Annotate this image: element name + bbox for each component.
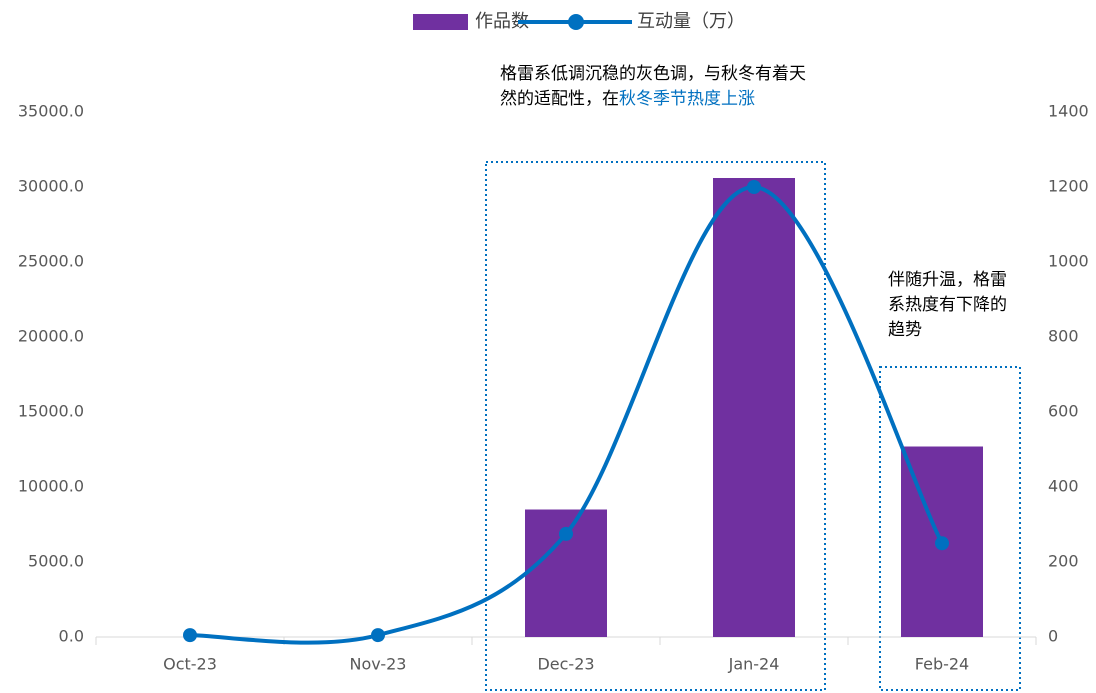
y2-tick-label: 1200 (1048, 177, 1089, 196)
line (189, 184, 944, 645)
y-tick-label: 20000.0 (18, 327, 84, 346)
y-tick-label: 30000.0 (18, 177, 84, 196)
y-tick-label: 25000.0 (18, 252, 84, 271)
y-tick-label: 35000.0 (18, 102, 84, 121)
annotation: 伴随升温，格雷系热度有下降的趋势 (888, 268, 1016, 343)
highlight-box (879, 366, 1021, 691)
legend-swatch (413, 14, 468, 30)
y2-tick-label: 200 (1048, 552, 1079, 571)
x-tick-label: Feb-24 (915, 655, 969, 674)
y2-tick-label: 0 (1048, 627, 1058, 646)
y2-tick-label: 600 (1048, 402, 1079, 421)
highlight-box (485, 161, 826, 691)
x-tick-label: Nov-23 (350, 655, 407, 674)
x-tick-label: Dec-23 (537, 655, 594, 674)
annotation-text: 格雷系低调沉稳的灰色调，与秋冬有着天然的适配性，在 (500, 64, 806, 109)
annotation-text: 伴随升温，格雷系热度有下降的趋势 (888, 270, 1007, 340)
y2-tick-label: 800 (1048, 327, 1079, 346)
y2-tick-label: 400 (1048, 477, 1079, 496)
bar (713, 178, 795, 637)
line-marker (371, 628, 385, 643)
y-tick-label: 10000.0 (18, 477, 84, 496)
line-marker (935, 536, 949, 551)
y2-tick-label: 1000 (1048, 252, 1089, 271)
legend-swatch (568, 14, 584, 30)
line-marker (183, 628, 197, 643)
legend-label: 作品数 (475, 11, 529, 32)
x-tick-label: Jan-24 (728, 655, 780, 674)
y-tick-label: 15000.0 (18, 402, 84, 421)
y2-tick-label: 1400 (1048, 102, 1089, 121)
annotation: 格雷系低调沉稳的灰色调，与秋冬有着天然的适配性，在秋冬季节热度上涨 (500, 62, 812, 112)
y-tick-label: 5000.0 (28, 552, 84, 571)
line-marker (747, 180, 761, 194)
x-tick-label: Oct-23 (163, 655, 217, 674)
line-marker (559, 526, 573, 541)
annotation-highlight: 秋冬季节热度上涨 (619, 89, 755, 109)
legend-label: 互动量（万） (637, 11, 745, 32)
y-tick-label: 0.0 (59, 627, 84, 646)
